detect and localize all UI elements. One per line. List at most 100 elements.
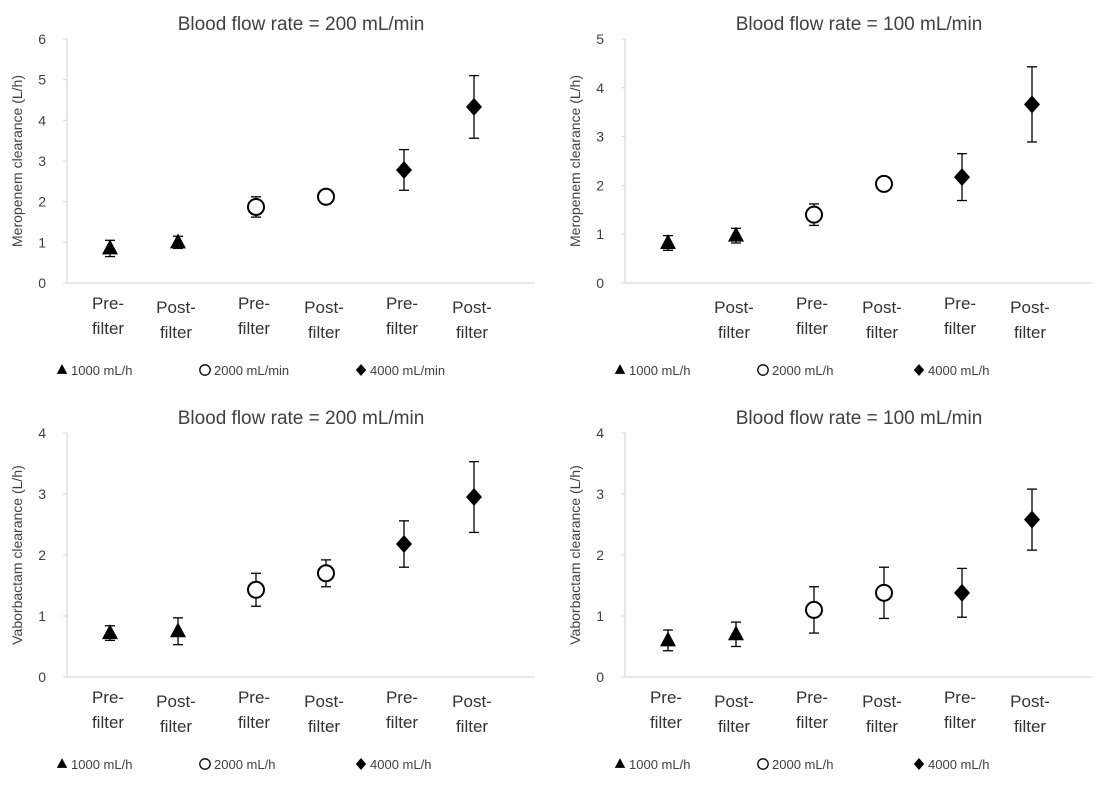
x-category-label-line1: Post- <box>862 298 902 317</box>
y-tick-label: 3 <box>596 129 604 145</box>
legend-marker-circle <box>757 758 769 770</box>
data-point-group <box>805 203 823 227</box>
chart-title: Blood flow rate = 100 mL/min <box>736 14 983 35</box>
legend-marker-circle <box>199 364 211 376</box>
x-category-label-line2: filter <box>92 319 124 338</box>
x-category-label-line2: filter <box>238 319 270 338</box>
x-category-label-line1: Pre- <box>650 688 682 707</box>
x-category-label-line2: filter <box>718 323 750 342</box>
data-point-diamond <box>954 583 970 602</box>
y-tick-label: 4 <box>38 112 46 128</box>
legend-label: 4000 mL/h <box>928 757 989 772</box>
x-category-label-line2: filter <box>308 323 340 342</box>
x-category-label-line2: filter <box>866 323 898 342</box>
x-category-label-line1: Post- <box>1010 298 1050 317</box>
x-category-label-line1: Post- <box>156 298 196 317</box>
y-tick-label: 3 <box>38 486 46 502</box>
legend-label: 1000 mL/h <box>629 757 690 772</box>
chart-svg: Blood flow rate = 200 mL/min Vaborbactam … <box>9 408 535 772</box>
legend-label: 4000 mL/min <box>370 363 445 378</box>
x-category-label-line1: Pre- <box>92 688 124 707</box>
data-point-group <box>102 239 118 258</box>
data-point-group <box>1024 488 1040 551</box>
y-tick-label: 0 <box>38 275 46 291</box>
y-tick-label: 2 <box>38 547 46 563</box>
data-point-triangle <box>102 239 118 255</box>
x-category-label-line2: filter <box>160 717 192 736</box>
y-tick-label: 6 <box>38 31 46 47</box>
data-point-group <box>247 196 265 218</box>
legend-label: 4000 mL/h <box>370 757 431 772</box>
legend-marker-circle <box>199 758 211 770</box>
x-category-label-line2: filter <box>796 713 828 732</box>
data-point-circle <box>247 580 265 599</box>
data-point-group <box>247 572 265 607</box>
x-category-label-line1: Pre- <box>944 294 976 313</box>
data-point-diamond <box>396 535 412 554</box>
data-point-group <box>728 621 744 648</box>
x-category-label-line1: Pre- <box>92 294 124 313</box>
x-category-label-line2: filter <box>238 713 270 732</box>
legend-marker-circle <box>757 364 769 376</box>
legend-label: 2000 mL/h <box>772 363 833 378</box>
vaborbactam-100-panel: Blood flow rate = 100 mL/min Vaborbactam … <box>558 394 1116 787</box>
x-category-label-line2: filter <box>944 713 976 732</box>
data-point-circle <box>875 174 893 193</box>
y-tick-label: 1 <box>38 234 46 250</box>
x-category-label-line1: Post- <box>304 298 344 317</box>
x-category-label-line1: Post- <box>452 298 492 317</box>
data-point-triangle <box>728 226 744 242</box>
y-tick-label: 3 <box>38 153 46 169</box>
x-category-label-line1: Pre- <box>796 688 828 707</box>
legend-label: 1000 mL/h <box>629 363 690 378</box>
data-point-diamond <box>1024 95 1040 114</box>
vaborbactam-200-panel: Blood flow rate = 200 mL/min Vaborbactam … <box>0 394 558 787</box>
data-point-triangle <box>728 625 744 641</box>
y-tick-label: 2 <box>596 547 604 563</box>
x-category-label-line1: Post- <box>156 692 196 711</box>
data-point-group <box>396 148 412 191</box>
data-point-diamond <box>466 97 482 116</box>
legend-marker-triangle <box>56 364 68 374</box>
chart-svg: Blood flow rate = 100 mL/min Vaborbactam … <box>567 408 1093 772</box>
x-category-label-line1: Post- <box>862 692 902 711</box>
legend-marker-diamond <box>913 758 925 770</box>
data-point-circle <box>875 583 893 602</box>
data-point-group <box>875 174 893 193</box>
legend-marker-diamond <box>355 364 367 376</box>
x-category-label-line1: Post- <box>452 692 492 711</box>
meropenem-100-panel: Blood flow rate = 100 mL/min Meropenem cl… <box>558 0 1116 393</box>
data-point-circle <box>317 187 335 206</box>
x-category-label-line1: Post- <box>714 692 754 711</box>
y-tick-label: 2 <box>596 177 604 193</box>
y-tick-label: 5 <box>596 31 604 47</box>
legend-marker-triangle <box>614 364 626 374</box>
data-point-group <box>875 566 893 620</box>
chart-svg: Blood flow rate = 100 mL/min Meropenem cl… <box>567 14 1093 378</box>
x-category-label-line1: Pre- <box>944 688 976 707</box>
y-axis-label: Vaborbactam clearance (L/h) <box>567 465 583 645</box>
data-point-group <box>660 629 676 652</box>
y-tick-label: 0 <box>38 669 46 685</box>
data-point-circle <box>317 564 335 583</box>
x-category-label-line2: filter <box>456 323 488 342</box>
data-point-triangle <box>170 233 186 249</box>
legend-label: 1000 mL/h <box>71 363 132 378</box>
meropenem-200-panel: Blood flow rate = 200 mL/min Meropenem cl… <box>0 0 558 393</box>
y-axis-label: Meropenem clearance (L/h) <box>567 75 583 247</box>
x-category-label-line2: filter <box>866 717 898 736</box>
x-category-label-line1: Pre- <box>796 294 828 313</box>
x-category-label-line1: Pre- <box>386 294 418 313</box>
y-axis-label: Vaborbactam clearance (L/h) <box>9 465 25 645</box>
data-point-group <box>954 153 970 202</box>
data-point-group <box>728 226 744 244</box>
y-tick-label: 0 <box>596 669 604 685</box>
x-category-label-line1: Pre- <box>386 688 418 707</box>
x-category-label-line2: filter <box>944 319 976 338</box>
x-category-label-line2: filter <box>1014 717 1046 736</box>
data-point-group <box>102 624 118 642</box>
x-category-label-line2: filter <box>1014 323 1046 342</box>
chart-title: Blood flow rate = 100 mL/min <box>736 408 983 429</box>
x-category-label-line2: filter <box>386 713 418 732</box>
y-tick-label: 1 <box>596 608 604 624</box>
